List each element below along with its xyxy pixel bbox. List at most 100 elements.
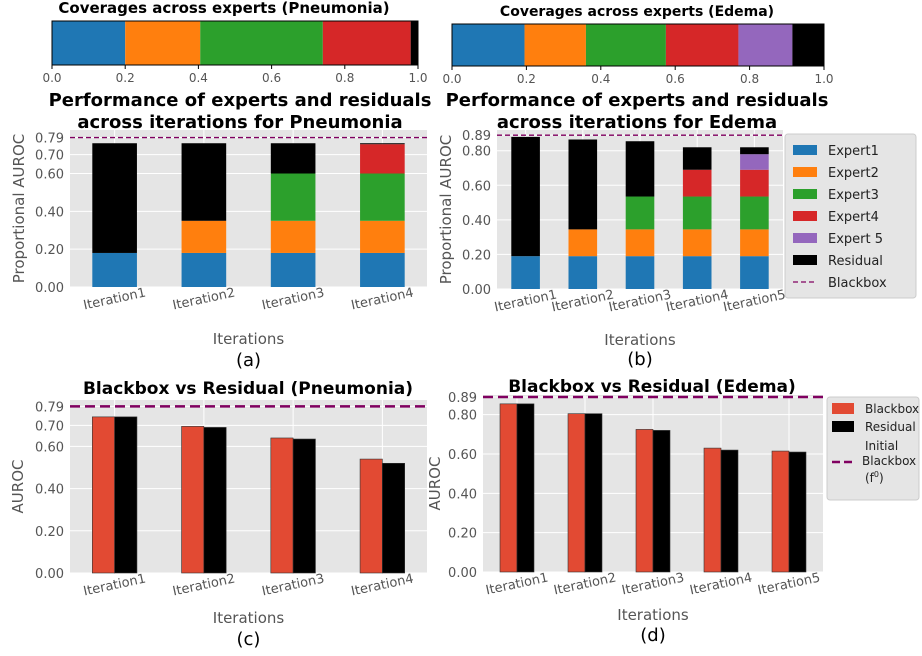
x-tick-label: Iteration4	[350, 286, 415, 314]
bar-expert1	[625, 256, 655, 289]
y-tick-label: 0.89	[462, 129, 491, 144]
x-axis-label: Iterations	[213, 609, 285, 627]
bar-residual	[92, 143, 137, 253]
x-tick-label: Iteration4	[350, 572, 415, 600]
legend-box	[784, 133, 917, 299]
y-axis-label: Proportional AUROC	[437, 135, 455, 284]
x-tick-label: Iteration2	[550, 288, 615, 316]
y-tick-label: 0.70	[35, 419, 64, 434]
x-tick-label: 0.4	[591, 72, 610, 86]
bar-residual	[114, 416, 138, 574]
bar-blackbox	[359, 458, 383, 574]
chart-title-line: across iterations for Pneumonia	[77, 112, 402, 133]
segment-expert3	[585, 24, 666, 66]
legend-label: Initial	[865, 439, 898, 453]
bar-residual	[516, 403, 535, 573]
bar-expert1	[568, 256, 598, 289]
legend-label: Blackbox	[828, 276, 887, 291]
bar-residual	[360, 143, 405, 145]
legend-swatch-residual	[832, 421, 854, 432]
chart-title: Coverages across experts (Edema)	[500, 4, 774, 20]
segment-expert1	[452, 24, 525, 66]
bar-residual	[511, 136, 540, 257]
x-tick-label: Iteration1	[485, 571, 550, 599]
legend-swatch	[793, 189, 817, 199]
segment-residual	[792, 24, 824, 66]
x-tick-label: Iteration3	[261, 286, 326, 314]
segment-expert2	[524, 24, 586, 66]
x-tick-label: 0.6	[262, 71, 281, 85]
bar-expert1	[511, 256, 540, 289]
x-tick-label: 0.8	[335, 71, 354, 85]
y-tick-label: 0.79	[35, 400, 64, 415]
bar-expert3	[682, 196, 712, 230]
chart-title-line: across iterations for Edema	[497, 112, 777, 133]
bar-expert5	[740, 154, 769, 170]
legend-swatch	[793, 167, 817, 177]
bar-expert1	[682, 256, 712, 289]
segment-expert5	[738, 24, 793, 66]
bar-expert2	[568, 229, 598, 257]
bar-expert4	[682, 169, 712, 197]
y-tick-label: 0.80	[462, 145, 491, 160]
bar-blackbox	[92, 416, 115, 574]
x-tick-label: 1.0	[814, 72, 833, 86]
bar-blackbox	[270, 437, 294, 574]
y-axis-label: Proportional AUROC	[10, 134, 28, 283]
legend-label: Blackbox	[865, 402, 919, 416]
bb-vs-res-pneumonia: 0.00 0.20 0.40 0.60 0.70 0.79 Iteration1 Iterat…	[9, 379, 427, 650]
y-tick-label: 0.60	[462, 179, 491, 194]
legend-label: (f0)	[865, 470, 884, 485]
y-tick-label: 0.00	[35, 567, 64, 582]
y-tick-label: 0.20	[35, 243, 64, 258]
bar-expert3	[740, 196, 769, 230]
legend-label: Expert2	[828, 166, 879, 181]
chart-title: Coverages across experts (Pneumonia)	[58, 0, 389, 17]
segment-expert1	[52, 21, 126, 65]
y-tick-label: 0.80	[448, 409, 477, 424]
segment-expert4	[322, 21, 411, 65]
legend-label-part: (f	[865, 471, 875, 485]
x-tick-label: Iteration2	[171, 572, 236, 600]
chart-title: Blackbox vs Residual (Pneumonia)	[83, 379, 413, 399]
bar-expert1	[360, 252, 405, 287]
legend: Expert1 Expert2 Expert3 Expert4 Expert 5 Resi…	[784, 133, 917, 299]
legend-label: Expert4	[828, 210, 879, 225]
y-tick-label: 0.40	[35, 483, 64, 498]
chart-title: Blackbox vs Residual (Edema)	[508, 377, 796, 397]
bar-expert2	[625, 229, 655, 257]
x-tick-label: 1.0	[408, 71, 427, 85]
bar-expert2	[740, 229, 769, 257]
bar-expert3	[360, 173, 405, 221]
bar-expert1	[740, 256, 769, 289]
legend-label: Residual	[865, 420, 916, 434]
x-tick-label: Iteration3	[608, 288, 673, 316]
x-tick-label: 0.2	[116, 71, 135, 85]
x-tick-label: Iteration3	[261, 572, 326, 600]
x-tick-label: Iteration1	[82, 286, 147, 314]
bar-residual	[720, 449, 739, 573]
caption: (d)	[640, 625, 665, 646]
bar-expert4	[360, 144, 405, 174]
x-tick-label: 0.0	[42, 71, 61, 85]
x-tick-label: Iteration5	[757, 571, 822, 599]
x-tick-label: Iteration4	[665, 288, 730, 316]
y-tick-label: 0.60	[35, 168, 64, 183]
x-tick-label: 0.4	[189, 71, 208, 85]
caption: (a)	[236, 350, 261, 371]
coverage-edema: Coverages across experts (Edema) 0.0 0.2 0.…	[442, 4, 833, 86]
chart-title-line: Performance of experts and residuals	[446, 90, 829, 111]
bar-expert3	[270, 173, 316, 221]
y-tick-label: 0.20	[35, 525, 64, 540]
bar-blackbox	[703, 447, 722, 573]
legend-swatch	[793, 145, 817, 155]
bar-residual	[203, 427, 227, 574]
bar-residual	[270, 143, 316, 174]
bar-blackbox	[499, 403, 518, 573]
segment-expert3	[200, 21, 323, 65]
bar-expert4	[740, 169, 769, 197]
caption: (c)	[237, 629, 261, 650]
bar-expert2	[360, 220, 405, 253]
y-axis-label: AUROC	[9, 460, 27, 514]
